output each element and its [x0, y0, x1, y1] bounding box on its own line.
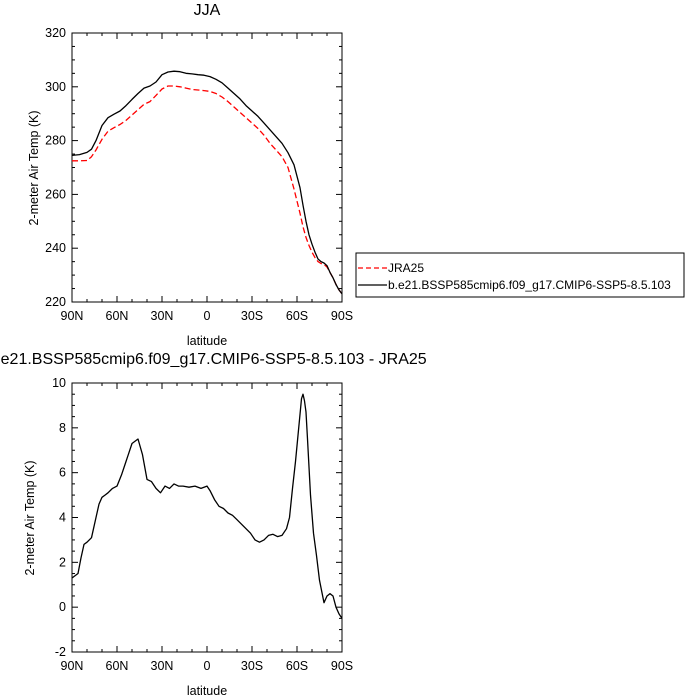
- x-tick-label: 60S: [286, 659, 308, 673]
- series-line-0: [71, 393, 343, 619]
- y-tick-label: 280: [45, 134, 66, 148]
- legend-box: [355, 252, 685, 298]
- y-axis-label: 2-meter Air Temp (K): [23, 460, 37, 575]
- y-tick-label: 300: [45, 80, 66, 94]
- x-tick-label: 30N: [151, 309, 174, 323]
- x-tick-label: 60N: [106, 309, 129, 323]
- x-tick-label: 30S: [241, 309, 263, 323]
- y-tick-label: -2: [55, 645, 66, 659]
- x-axis-label: latitude: [187, 334, 227, 348]
- x-tick-label: 0: [204, 309, 211, 323]
- legend-label-model: b.e21.BSSP585cmip6.f09_g17.CMIP6-SSP5-8.…: [388, 278, 671, 292]
- y-tick-label: 4: [59, 511, 66, 525]
- x-tick-label: 60N: [106, 659, 129, 673]
- x-tick-label: 90N: [61, 309, 84, 323]
- y-axis-label: 2-meter Air Temp (K): [27, 110, 41, 225]
- y-tick-label: 240: [45, 241, 66, 255]
- plot-area: 90N 60N 30N 0 30S 60S 90S -2 0 2 4 6 8 10: [52, 376, 353, 673]
- x-tick-label: 30S: [241, 659, 263, 673]
- y-tick-label: 260: [45, 187, 66, 201]
- legend: JRA25 b.e21.BSSP585cmip6.f09_g17.CMIP6-S…: [355, 252, 685, 298]
- plot-area: 90N 60N 30N 0 30S 60S 90S 220 240 260 280 300 320: [45, 26, 353, 323]
- x-tick-label: 90S: [331, 659, 353, 673]
- chart-title: JJA: [194, 2, 221, 19]
- difference-line-chart: b.e21.BSSP585cmip6.f09_g17.CMIP6-SSP5-8.…: [0, 351, 427, 698]
- y-tick-label: 220: [45, 295, 66, 309]
- y-tick-label: 6: [59, 466, 66, 480]
- y-tick-label: 320: [45, 26, 66, 40]
- y-tick-label: 2: [59, 555, 66, 569]
- x-tick-label: 90S: [331, 309, 353, 323]
- y-tick-label: 0: [59, 600, 66, 614]
- y-tick-label: 10: [52, 376, 66, 390]
- x-tick-label: 60S: [286, 309, 308, 323]
- series-line-0: [72, 85, 343, 295]
- series-line-1: [71, 70, 343, 295]
- chart-title: b.e21.BSSP585cmip6.f09_g17.CMIP6-SSP5-8.…: [0, 351, 427, 368]
- plot-frame: [71, 32, 343, 303]
- x-tick-label: 30N: [151, 659, 174, 673]
- y-tick-label: 8: [59, 421, 66, 435]
- x-tick-label: 0: [204, 659, 211, 673]
- plot-frame: [71, 382, 343, 653]
- x-tick-label: 90N: [61, 659, 84, 673]
- legend-label-jra25: JRA25: [388, 261, 424, 275]
- jja-line-chart: JJA 90N 60N 30N 0 30S 60S 90S 220 240 260 280 300 32…: [27, 2, 685, 348]
- x-axis-label: latitude: [187, 684, 227, 698]
